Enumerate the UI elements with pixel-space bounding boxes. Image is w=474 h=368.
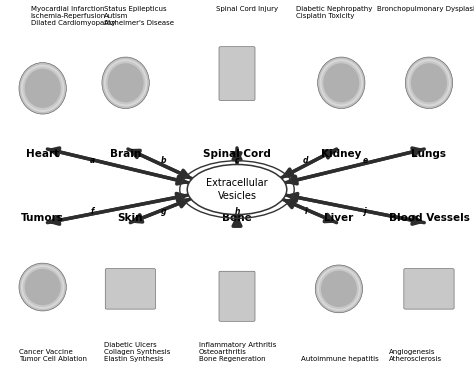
Ellipse shape — [409, 61, 449, 105]
Text: c: c — [235, 156, 239, 164]
Text: g: g — [161, 207, 166, 216]
FancyBboxPatch shape — [219, 271, 255, 321]
Text: a: a — [90, 156, 95, 164]
Ellipse shape — [321, 61, 361, 105]
Ellipse shape — [317, 267, 361, 311]
Text: Diabetic Ulcers
Collagen Synthesis
Elastin Synthesis: Diabetic Ulcers Collagen Synthesis Elast… — [104, 343, 171, 362]
Text: Lungs: Lungs — [411, 149, 447, 159]
Ellipse shape — [405, 57, 453, 109]
Text: f: f — [91, 207, 94, 216]
Text: Inflammatory Arthritis
Osteoarthritis
Bone Regeneration: Inflammatory Arthritis Osteoarthritis Bo… — [199, 343, 276, 362]
Text: d: d — [303, 156, 309, 164]
Text: Autoimmune hepatitis: Autoimmune hepatitis — [301, 357, 379, 362]
Ellipse shape — [315, 265, 363, 313]
Text: e: e — [363, 156, 367, 164]
Text: Skin: Skin — [118, 213, 143, 223]
Text: Brain: Brain — [110, 149, 141, 159]
Text: Bone: Bone — [222, 213, 252, 223]
Text: Liver: Liver — [324, 213, 354, 223]
Ellipse shape — [21, 65, 64, 112]
Text: Tumors: Tumors — [21, 213, 64, 223]
Text: Extracellular
Vesicles: Extracellular Vesicles — [206, 178, 268, 201]
Text: Angiogenesis
Atherosclerosis: Angiogenesis Atherosclerosis — [389, 350, 442, 362]
Text: Heart: Heart — [26, 149, 59, 159]
Ellipse shape — [407, 59, 451, 106]
Ellipse shape — [19, 263, 66, 311]
Ellipse shape — [319, 269, 359, 309]
FancyBboxPatch shape — [105, 269, 155, 309]
FancyBboxPatch shape — [404, 269, 454, 309]
Text: Blood Vessels: Blood Vessels — [389, 213, 469, 223]
FancyBboxPatch shape — [219, 47, 255, 100]
Text: h: h — [234, 207, 240, 216]
Ellipse shape — [321, 271, 357, 307]
Ellipse shape — [187, 164, 287, 215]
Text: Status Epilepticus
Autism
Alzheimer's Disease: Status Epilepticus Autism Alzheimer's Di… — [104, 6, 174, 25]
Text: Spinal Cord: Spinal Cord — [203, 149, 271, 159]
Text: Diabetic Nephropathy
Cisplatin Toxicity: Diabetic Nephropathy Cisplatin Toxicity — [296, 6, 373, 18]
Ellipse shape — [23, 67, 63, 110]
Ellipse shape — [106, 61, 146, 105]
Ellipse shape — [25, 69, 61, 108]
Ellipse shape — [323, 63, 359, 102]
Text: Kidney: Kidney — [321, 149, 362, 159]
Ellipse shape — [21, 265, 64, 309]
Text: j: j — [364, 207, 366, 216]
Text: Bronchopulmonary Dysplasia: Bronchopulmonary Dysplasia — [377, 6, 474, 11]
Ellipse shape — [104, 59, 147, 106]
Ellipse shape — [319, 59, 363, 106]
Ellipse shape — [411, 63, 447, 102]
Text: b: b — [161, 156, 166, 164]
Text: Spinal Cord Injury: Spinal Cord Injury — [216, 6, 278, 11]
Ellipse shape — [108, 63, 144, 102]
Ellipse shape — [25, 269, 61, 305]
Text: i: i — [304, 207, 307, 216]
Text: Cancer Vaccine
Tumor Cell Ablation: Cancer Vaccine Tumor Cell Ablation — [19, 350, 87, 362]
Text: Myocardial Infarction
Ischemia-Reperfusion
Dilated Cardiomyopathy: Myocardial Infarction Ischemia-Reperfusi… — [31, 6, 116, 25]
Ellipse shape — [23, 267, 63, 307]
Ellipse shape — [318, 57, 365, 109]
Ellipse shape — [102, 57, 149, 109]
Ellipse shape — [19, 63, 66, 114]
